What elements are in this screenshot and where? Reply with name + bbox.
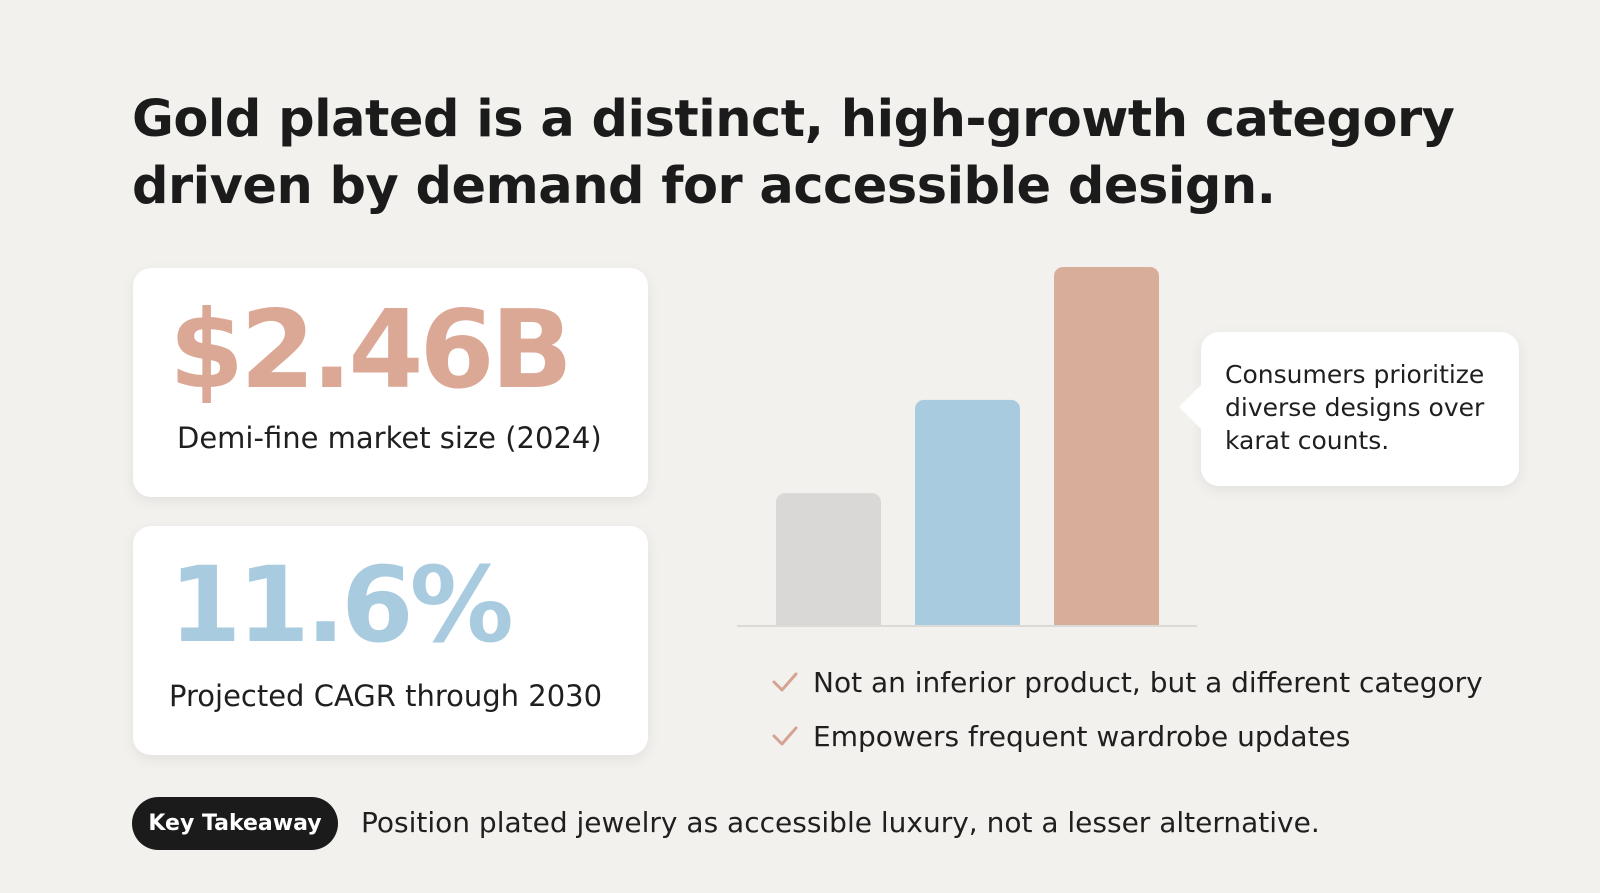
chart-baseline-mask	[720, 626, 1200, 638]
page-title-line-2: driven by demand for accessible design.	[132, 157, 1276, 216]
page-title-line-1: Gold plated is a distinct, high-growth c…	[132, 90, 1455, 149]
benefit-list: Not an inferior product, but a different…	[770, 655, 1483, 763]
cagr-card: 11.6% Projected CAGR through 2030	[133, 526, 648, 755]
market-size-value: $2.46B	[169, 288, 573, 413]
chart-bar-3	[1054, 267, 1159, 634]
callout-bubble: Consumers prioritize diverse designs ove…	[1179, 332, 1519, 486]
page-title: Gold plated is a distinct, high-growth c…	[132, 86, 1472, 220]
key-takeaway-text: Position plated jewelry as accessible lu…	[361, 806, 1320, 839]
list-item-text: Empowers frequent wardrobe updates	[813, 719, 1351, 753]
cagr-label: Projected CAGR through 2030	[169, 679, 603, 713]
list-item: Empowers frequent wardrobe updates	[770, 709, 1483, 763]
list-item-text: Not an inferior product, but a different…	[813, 665, 1483, 699]
check-icon	[772, 726, 798, 746]
market-size-label: Demi-fine market size (2024)	[177, 421, 602, 455]
check-icon	[772, 672, 798, 692]
chart-bar-1	[776, 493, 881, 634]
chart-bar-2	[915, 399, 1020, 634]
key-takeaway-badge: Key Takeaway	[132, 797, 338, 850]
list-item: Not an inferior product, but a different…	[770, 655, 1483, 709]
cagr-value: 11.6%	[169, 544, 514, 666]
market-size-card: $2.46B Demi-fine market size (2024)	[133, 268, 648, 497]
callout-text: Consumers prioritize diverse designs ove…	[1225, 360, 1485, 455]
